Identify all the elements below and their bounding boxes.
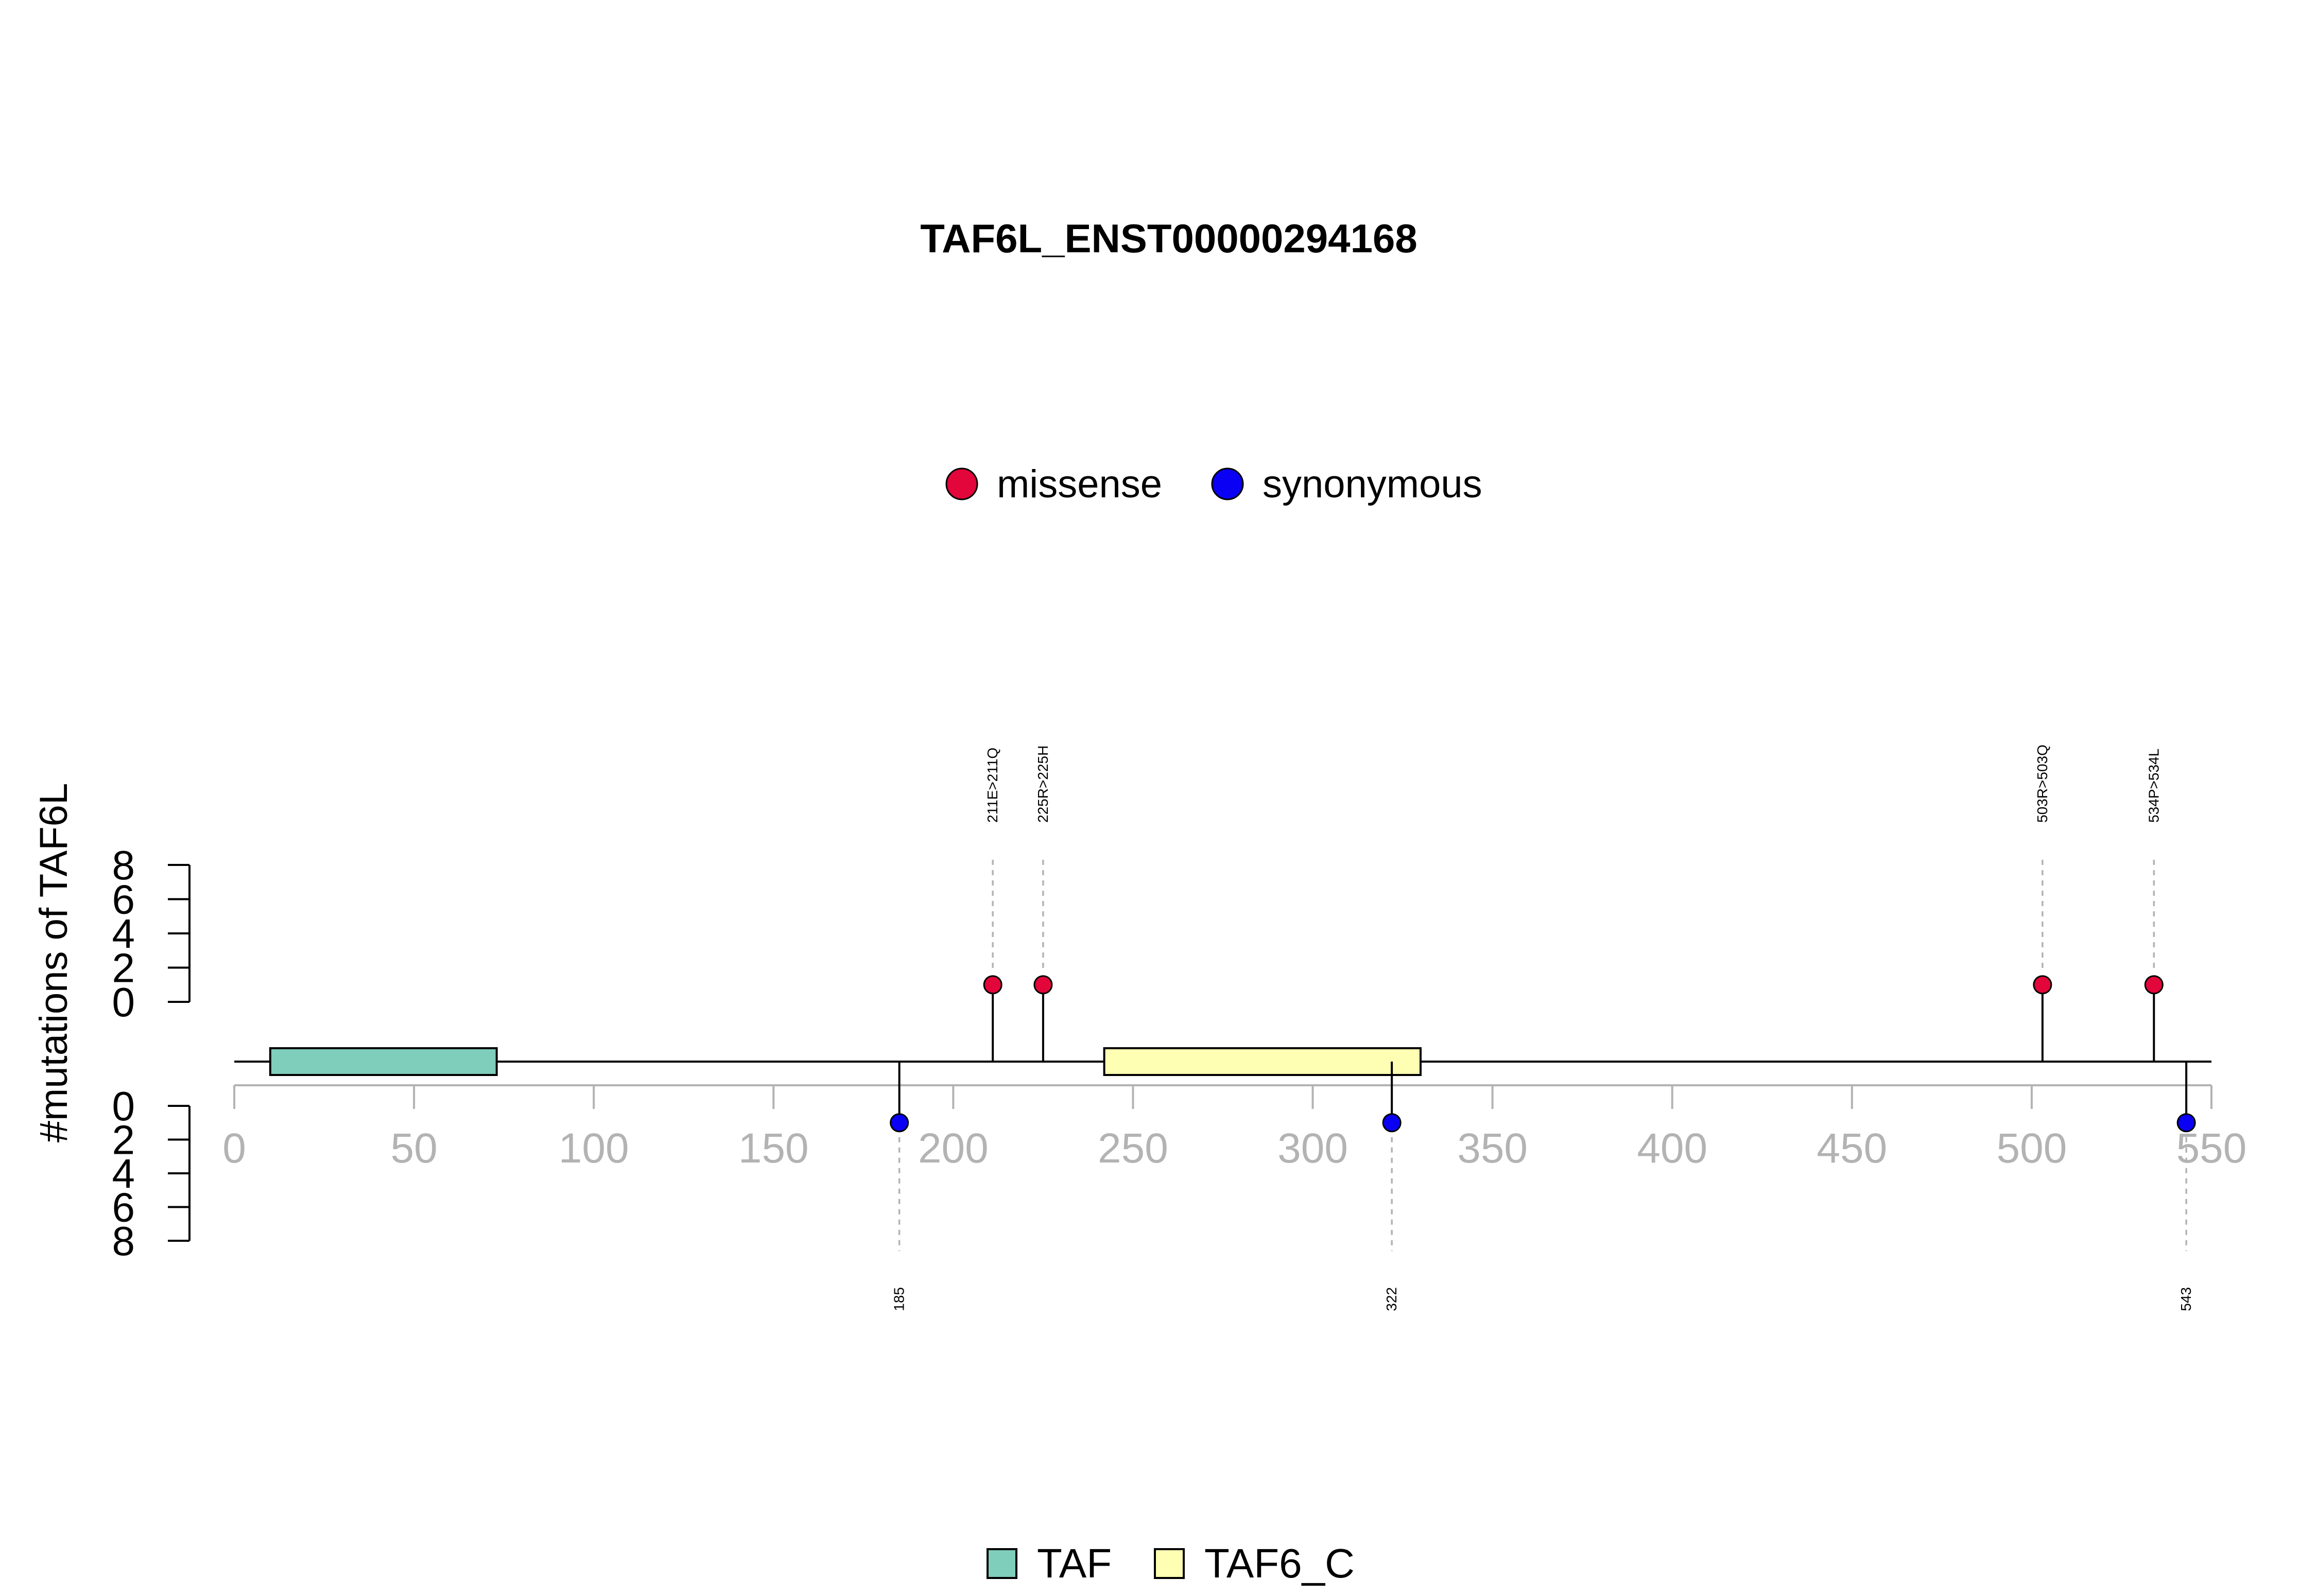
protein-domains: [269, 1047, 1422, 1076]
mutation-point-missense: [2033, 975, 2052, 995]
y-tick-label-top: 0: [112, 979, 135, 1025]
legend-label-missense: missense: [997, 462, 1162, 506]
y-tick-label-bottom: 0: [112, 1083, 135, 1129]
domain-legend: TAF TAF6_C: [987, 1540, 1355, 1586]
x-tick-label: 150: [738, 1125, 809, 1172]
domain-TAF: [269, 1047, 498, 1076]
mutation-point-synonymous: [2176, 1113, 2196, 1133]
mutation-point-synonymous: [1382, 1113, 1402, 1133]
y-axis-label: #mutations of TAF6L: [32, 783, 76, 1142]
x-tick-label: 500: [1996, 1125, 2067, 1172]
mutation-point-missense: [983, 975, 1002, 995]
legend-label-synonymous: synonymous: [1263, 462, 1482, 506]
x-tick-label: 100: [559, 1125, 629, 1172]
y-tick-label-bottom: 8: [112, 1218, 135, 1264]
x-tick-label: 250: [1098, 1125, 1168, 1172]
y-tick-label-bottom: 2: [112, 1117, 135, 1163]
x-tick-label: 50: [390, 1125, 437, 1172]
x-tick-label: 0: [222, 1125, 246, 1172]
chart-title: TAF6L_ENST00000294168: [920, 216, 1417, 261]
domain-legend-swatch-TAF: [987, 1548, 1017, 1579]
mutation-point-synonymous: [890, 1113, 909, 1133]
domain-TAF6_C: [1103, 1047, 1422, 1076]
mutation-label: 211E>211Q: [984, 748, 1000, 823]
x-tick-label: 350: [1457, 1125, 1528, 1172]
mutation-label: 185: [891, 1287, 907, 1311]
domain-legend-label-TAF6_C: TAF6_C: [1204, 1540, 1355, 1586]
legend-marker-missense: [945, 467, 978, 500]
mutation-point-missense: [2144, 975, 2164, 995]
x-tick-label: 200: [918, 1125, 989, 1172]
y-tick-label-top: 4: [112, 911, 135, 957]
mutation-lollipops: 211E>211Q 225R>225H 503R>503Q 534P>534L 185 3…: [890, 744, 2196, 1311]
mutation-label: 503R>503Q: [2034, 744, 2050, 823]
y-tick-label-top: 2: [112, 945, 135, 991]
mutation-label: 534P>534L: [2146, 749, 2162, 823]
y-tick-label-bottom: 6: [112, 1185, 135, 1230]
x-axis: 0 50 100 150 200 250 300 350 400 450 500 550: [222, 1084, 2247, 1172]
mutation-legend: missense synonymous: [945, 462, 1482, 506]
y-tick-label-top: 8: [112, 842, 135, 888]
mutation-point-missense: [1033, 975, 1053, 995]
mutation-label: 225R>225H: [1035, 745, 1051, 823]
mutation-label: 322: [1384, 1287, 1399, 1311]
y-tick-label-bottom: 4: [112, 1151, 135, 1196]
x-tick-label: 450: [1817, 1125, 1887, 1172]
legend-marker-synonymous: [1211, 467, 1244, 500]
x-tick-label: 550: [2176, 1125, 2247, 1172]
y-tick-label-top: 6: [112, 877, 135, 923]
mutation-label: 543: [2178, 1287, 2194, 1311]
x-tick-label: 300: [1277, 1125, 1348, 1172]
x-tick-label: 400: [1637, 1125, 1707, 1172]
domain-legend-swatch-TAF6_C: [1154, 1548, 1185, 1579]
domain-legend-label-TAF: TAF: [1037, 1540, 1112, 1586]
